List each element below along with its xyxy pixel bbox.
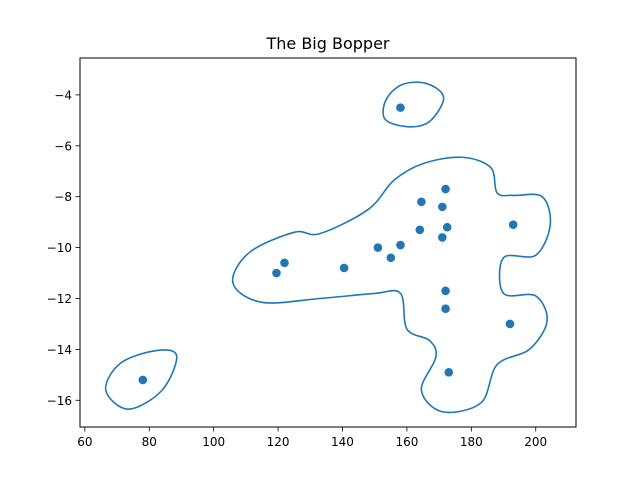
x-tick-label: 140 <box>331 435 354 449</box>
scatter-point <box>138 375 148 385</box>
contour-layer <box>104 81 552 414</box>
chart-title: The Big Bopper <box>265 34 389 53</box>
x-tick-label: 160 <box>395 435 418 449</box>
y-tick-label: −6 <box>54 139 72 153</box>
scatter-point <box>441 304 450 313</box>
scatter-point <box>339 263 349 273</box>
y-tick-label: −10 <box>47 241 72 255</box>
scatter-point <box>386 253 396 263</box>
y-axis: −16 −14 −12 −10 −8 −6 −4 <box>47 88 80 408</box>
scatter-point <box>441 286 450 296</box>
scatter-point <box>438 233 447 242</box>
x-tick-label: 100 <box>202 435 225 449</box>
scatter-point <box>508 220 518 229</box>
points-layer <box>138 103 518 385</box>
x-tick-label: 60 <box>77 435 92 449</box>
scatter-point <box>444 367 454 377</box>
scatter-point <box>396 103 405 112</box>
contour-line-0 <box>382 81 445 128</box>
contour-line-2 <box>231 156 552 414</box>
y-tick-label: −16 <box>47 394 72 408</box>
scatter-point <box>396 240 405 250</box>
x-tick-label: 80 <box>142 435 157 449</box>
y-tick-label: −12 <box>47 292 72 306</box>
scatter-point <box>272 268 281 278</box>
y-tick-label: −8 <box>54 190 72 204</box>
scatter-point <box>415 225 425 235</box>
scatter-point <box>373 243 383 252</box>
scatter-point <box>280 258 289 268</box>
scatter-point <box>442 222 452 232</box>
plot-frame <box>79 57 577 428</box>
x-tick-label: 180 <box>460 435 483 449</box>
y-tick-label: −14 <box>47 343 72 357</box>
x-tick-label: 120 <box>267 435 290 449</box>
x-tick-label: 200 <box>524 435 547 449</box>
x-axis: 60 80 100 120 140 160 180 200 <box>77 427 547 449</box>
scatter-point <box>441 184 450 194</box>
scatter-point <box>505 319 515 329</box>
y-tick-label: −4 <box>54 88 72 102</box>
contour-line-1 <box>104 349 178 410</box>
scatter-point <box>438 202 447 212</box>
scatter-point <box>417 197 426 207</box>
